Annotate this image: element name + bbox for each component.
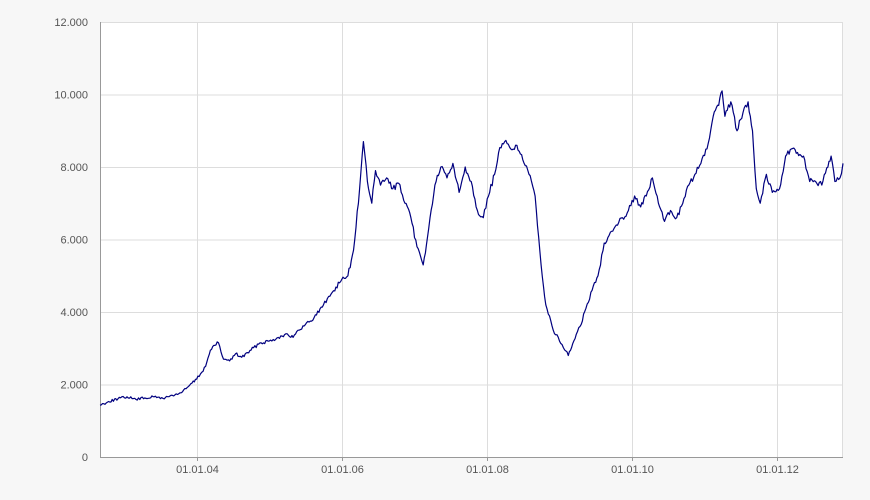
y-tick-label: 0 xyxy=(82,452,88,464)
x-tick-label: 01.01.12 xyxy=(756,464,799,476)
axes xyxy=(100,22,843,458)
y-tick-label: 4.000 xyxy=(60,307,88,319)
x-tick-label: 01.01.06 xyxy=(321,464,364,476)
x-tick-label: 01.01.10 xyxy=(611,464,654,476)
y-tick-label: 12.000 xyxy=(54,17,88,29)
y-tick-label: 2.000 xyxy=(60,380,88,392)
x-axis-ticks: 01.01.04 01.01.06 01.01.08 01.01.10 01.01.12 xyxy=(176,457,799,476)
x-tick-label: 01.01.08 xyxy=(466,464,509,476)
gridlines xyxy=(100,22,843,458)
y-axis-ticks: 0 2.000 4.000 6.000 8.000 10.000 12.000 xyxy=(54,17,88,464)
y-tick-label: 10.000 xyxy=(54,90,88,102)
series-line xyxy=(99,90,844,406)
y-tick-label: 6.000 xyxy=(60,235,88,247)
y-tick-label: 8.000 xyxy=(60,162,88,174)
x-tick-label: 01.01.04 xyxy=(176,464,219,476)
